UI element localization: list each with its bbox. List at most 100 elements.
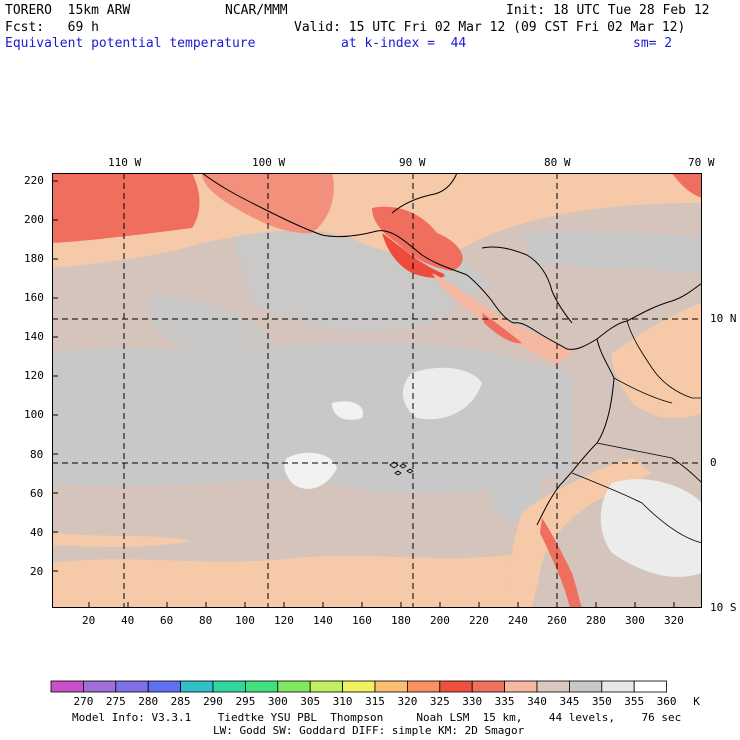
colorbar-label: 315 [365,695,385,708]
warm-air-band [432,273,572,363]
warm-air-band [612,303,702,419]
high-theta-patch [600,479,702,577]
lat-label-0: 0 [710,456,717,469]
colorbar-swatch [147,680,181,693]
x-tick-160: 160 [352,614,372,627]
colorbar-label: 275 [106,695,126,708]
init-time: Init: 18 UTC Tue 28 Feb 12 [506,3,710,18]
y-tick-220: 220 [24,174,44,187]
warm-air-peak [672,173,702,198]
country-borders [571,320,702,544]
x-tick-180: 180 [391,614,411,627]
colorbar-label: 270 [73,695,93,708]
mexico-coastline [201,173,468,276]
colorbar-label: 285 [171,695,191,708]
smoothing-label: sm= 2 [633,36,673,51]
x-tick-220: 220 [469,614,489,627]
y-tick-20: 20 [30,565,44,578]
x-tick-120: 120 [274,614,294,627]
colorbar-label: 280 [138,695,158,708]
warm-air-band [52,553,522,608]
warm-air-peak [52,173,200,243]
field-name: Equivalent potential temperature [5,36,256,51]
warm-air-peak [540,518,582,608]
colorbar-unit: K [693,695,700,708]
y-tick-80: 80 [30,448,44,461]
high-theta-patch [332,401,363,420]
colorbar-label: 325 [430,695,450,708]
x-tick-40: 40 [121,614,135,627]
colorbar-swatch [244,680,279,693]
x-tick-20: 20 [82,614,96,627]
colorbar-label: 355 [624,695,644,708]
y-tick-100: 100 [24,408,44,421]
y-tick-180: 180 [24,252,44,265]
forecast-hour: Fcst: 69 h [5,20,99,35]
colorbar-swatch [115,680,149,693]
colorbar-swatch [536,680,570,693]
colorbar-swatch [212,680,246,693]
colorbar-label: 305 [300,695,320,708]
lon-label-100w: 100 W [252,156,286,169]
colorbar-swatch [439,680,473,693]
y-tick-60: 60 [30,487,44,500]
model-info: Model Info: V3.3.1 Tiedtke YSU PBL Thomp… [72,711,682,724]
colorbar-swatch [471,680,506,693]
axis-ticks [52,180,675,608]
colorbar-swatch [83,680,117,693]
colorbar-swatch [342,680,376,693]
x-tick-80: 80 [199,614,213,627]
colorbar-label: 290 [203,695,223,708]
lon-label-70w: 70 W [688,156,715,169]
colorbar-label: 330 [462,695,482,708]
valid-time: Valid: 15 UTC Fri 02 Mar 12 (09 CST Fri … [294,20,686,35]
high-theta-patch [284,452,337,489]
physics-info: LW: Godd SW: Goddard DIFF: simple KM: 2D… [213,724,525,737]
lon-label-90w: 90 W [399,156,426,169]
x-tick-60: 60 [160,614,174,627]
colorbar-swatch [601,680,635,693]
colorbar-label: 300 [268,695,288,708]
map-frame [52,173,702,608]
warm-air-band [510,458,652,608]
cool-air-region [522,230,702,273]
model-title: TORERO 15km ARW [5,3,131,18]
galapagos-islands [389,461,414,476]
colorbar-swatch [374,680,408,693]
colorbar-swatch [309,680,344,693]
colorbar-label: 335 [495,695,515,708]
x-tick-280: 280 [586,614,606,627]
colorbar-swatch [504,680,538,693]
high-theta-patch [402,367,482,420]
lat-label-10n: 10 N [710,312,737,325]
lon-label-110w: 110 W [108,156,142,169]
colorbar-swatch [569,680,603,693]
lat-label-10s: 10 S [710,601,737,614]
cool-air-region [490,469,540,521]
theta-e-map [52,173,702,608]
x-tick-260: 260 [547,614,567,627]
caribbean-coastline [391,173,573,324]
x-tick-140: 140 [313,614,333,627]
colorbar-label: 340 [527,695,547,708]
colorbar-label: 320 [397,695,417,708]
lon-label-80w: 80 W [544,156,571,169]
colorbar-label: 360 [657,695,677,708]
colorbar-label: 345 [559,695,579,708]
level-label: at k-index = 44 [341,36,467,51]
y-tick-200: 200 [24,213,44,226]
org-label: NCAR/MMM [225,3,288,18]
colorbar-swatch [50,680,84,693]
y-tick-160: 160 [24,291,44,304]
warm-air-peak [482,313,522,344]
warm-air-peak [372,206,463,271]
x-tick-100: 100 [235,614,255,627]
colorbar-swatch [180,680,214,693]
y-tick-140: 140 [24,330,44,343]
x-tick-240: 240 [508,614,528,627]
colorbar-swatch [277,680,311,693]
x-tick-200: 200 [430,614,450,627]
x-tick-320: 320 [664,614,684,627]
y-tick-40: 40 [30,526,44,539]
colorbar-swatch [633,680,668,693]
